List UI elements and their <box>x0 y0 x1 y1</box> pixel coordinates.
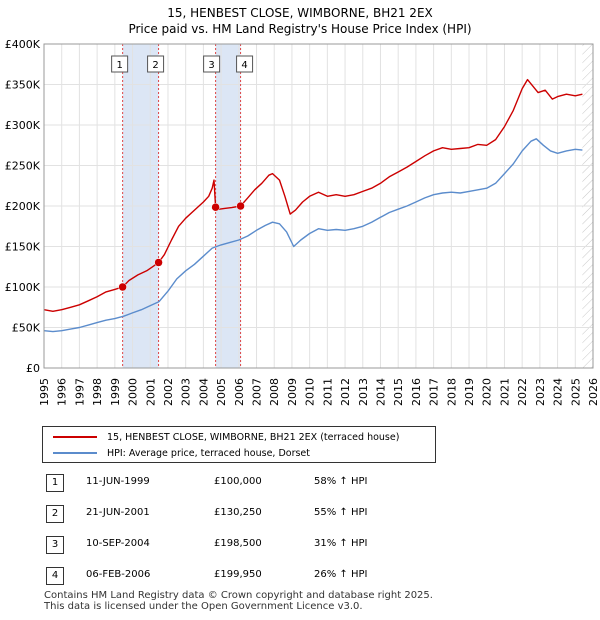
sale-price: £198,500 <box>214 538 262 549</box>
x-tick-label: 1998 <box>91 378 104 406</box>
x-tick-label: 2015 <box>392 378 405 406</box>
sale-date: 11-JUN-1999 <box>86 476 150 487</box>
sale-date: 06-FEB-2006 <box>86 569 151 580</box>
x-tick-label: 2024 <box>552 378 565 406</box>
sale-price: £130,250 <box>214 507 262 518</box>
sale-marker-box <box>203 55 221 73</box>
sale-hpi-change: 26% ↑ HPI <box>314 569 368 580</box>
legend-hpi-label: HPI: Average price, terraced house, Dors… <box>107 447 311 459</box>
x-tick-label: 2007 <box>251 378 264 406</box>
sale-price: £100,000 <box>214 476 262 487</box>
price-chart: 1 2 3 4 £0 £50K £100K £150K £200K £250K £300K £350K… <box>5 38 600 406</box>
x-tick-label: 2003 <box>180 378 193 406</box>
sale-marker-label: 2 <box>152 60 158 71</box>
x-tick-label: 2019 <box>463 378 476 406</box>
x-tick-label: 2016 <box>410 378 423 406</box>
sale-number-badge: 3 <box>46 536 64 554</box>
footer-attribution: Contains HM Land Registry data © Crown c… <box>44 590 433 612</box>
sale-marker-box <box>147 55 165 73</box>
y-tick-label: £50K <box>12 322 41 335</box>
y-tick-label: £100K <box>5 281 41 294</box>
chart-legend: 15, HENBEST CLOSE, WIMBORNE, BH21 2EX (t… <box>42 426 436 463</box>
x-tick-label: 2005 <box>215 378 228 406</box>
sale-number-badge: 2 <box>46 505 64 523</box>
sale-marker-label: 3 <box>208 60 214 71</box>
sale-marker-box <box>236 55 254 73</box>
legend-hpi-swatch <box>53 452 97 454</box>
legend-item-hpi: HPI: Average price, terraced house, Dors… <box>53 446 310 460</box>
x-tick-label: 2001 <box>144 378 157 406</box>
sale-point <box>211 202 220 212</box>
sale-number-badge: 1 <box>46 474 64 492</box>
sale-point <box>154 258 163 267</box>
sale-hpi-change: 31% ↑ HPI <box>314 538 368 549</box>
x-tick-label: 2000 <box>127 378 140 406</box>
y-tick-label: £150K <box>5 241 41 254</box>
sale-price: £199,950 <box>214 569 262 580</box>
legend-price-swatch <box>53 436 97 438</box>
x-tick-label: 2011 <box>321 378 334 406</box>
sale-marker-box <box>111 55 129 73</box>
y-tick-label: £350K <box>5 79 41 92</box>
x-tick-label: 1996 <box>56 378 69 406</box>
x-tick-label: 2013 <box>357 378 370 406</box>
x-tick-label: 2023 <box>534 378 547 406</box>
x-tick-label: 2006 <box>233 378 246 406</box>
sale-date: 21-JUN-2001 <box>86 507 150 518</box>
sale-number-badge: 4 <box>46 567 64 585</box>
x-tick-label: 2020 <box>481 378 494 406</box>
sale-point <box>118 282 127 292</box>
sale-marker-label: 1 <box>116 60 122 71</box>
price-paid-line <box>43 78 583 312</box>
x-tick-label: 1995 <box>38 378 51 406</box>
x-tick-label: 2012 <box>339 378 352 406</box>
x-tick-label: 2002 <box>162 378 175 406</box>
sale-marker-label: 4 <box>241 60 247 71</box>
x-tick-label: 1997 <box>73 378 86 406</box>
x-tick-label: 2010 <box>304 378 317 406</box>
x-tick-label: 2021 <box>498 378 511 406</box>
y-tick-label: £400K <box>5 38 41 51</box>
legend-item-price: 15, HENBEST CLOSE, WIMBORNE, BH21 2EX (t… <box>53 430 399 444</box>
sale-hpi-change: 58% ↑ HPI <box>314 476 368 487</box>
y-tick-label: £300K <box>5 119 41 132</box>
x-tick-label: 2009 <box>286 378 299 406</box>
plot-frame <box>43 43 594 369</box>
legend-price-label: 15, HENBEST CLOSE, WIMBORNE, BH21 2EX (t… <box>107 431 400 443</box>
sale-point <box>236 201 245 211</box>
x-tick-label: 2008 <box>268 378 281 406</box>
x-tick-label: 2017 <box>428 378 441 406</box>
x-tick-label: 2004 <box>197 378 210 406</box>
footer-line-2: This data is licensed under the Open Gov… <box>44 601 363 612</box>
x-tick-label: 2025 <box>569 378 582 406</box>
x-tick-label: 1999 <box>109 378 122 406</box>
x-tick-label: 2014 <box>374 378 387 406</box>
footer-line-1: Contains HM Land Registry data © Crown c… <box>44 590 433 601</box>
chart-title-line2: Price paid vs. HM Land Registry's House … <box>128 22 472 36</box>
x-tick-label: 2018 <box>445 378 458 406</box>
sale-date: 10-SEP-2004 <box>86 538 150 549</box>
sale-hpi-change: 55% ↑ HPI <box>314 507 368 518</box>
y-tick-label: £250K <box>5 160 41 173</box>
y-tick-label: £200K <box>5 200 41 213</box>
x-tick-label: 2022 <box>516 378 529 406</box>
y-tick-label: £0 <box>26 362 40 375</box>
hpi-line <box>43 138 583 333</box>
chart-title-line1: 15, HENBEST CLOSE, WIMBORNE, BH21 2EX <box>167 6 433 20</box>
x-tick-label: 2026 <box>587 378 600 406</box>
